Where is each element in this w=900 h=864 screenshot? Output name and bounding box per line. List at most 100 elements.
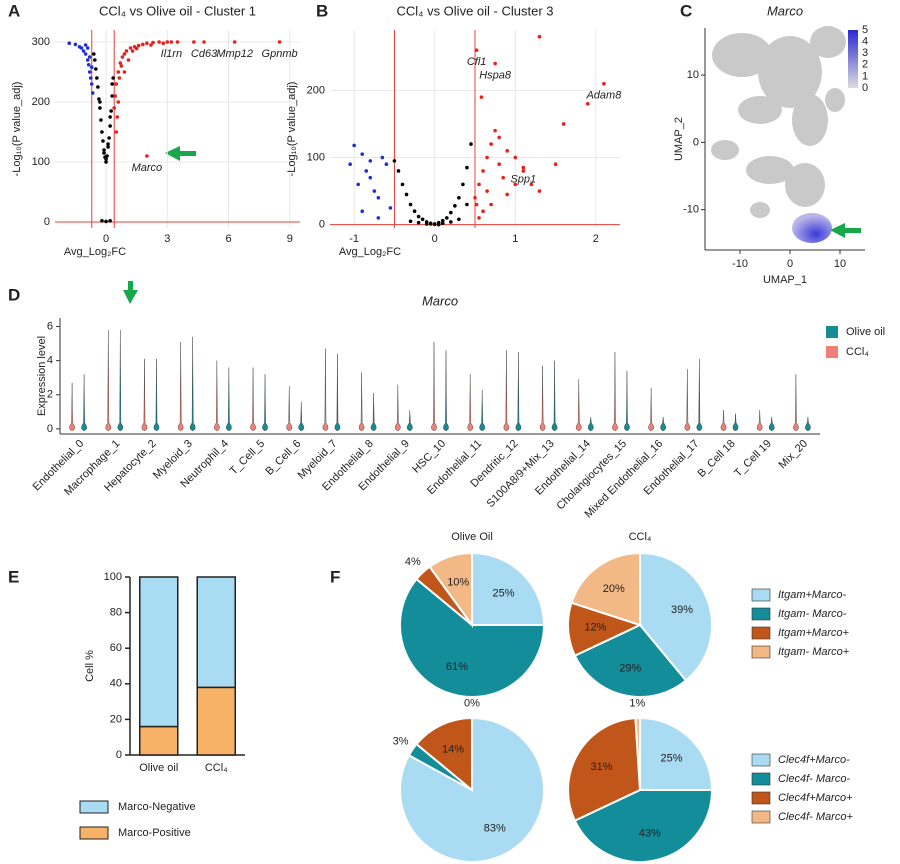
point — [108, 124, 112, 128]
point — [134, 46, 139, 51]
point — [83, 43, 88, 47]
y-tick-label: 0 — [116, 749, 122, 761]
y-tick-label: 80 — [110, 607, 122, 619]
point — [87, 55, 92, 59]
point — [79, 46, 84, 50]
point — [128, 46, 133, 50]
point — [461, 182, 465, 187]
point — [474, 48, 479, 52]
point — [449, 220, 453, 224]
point — [521, 165, 526, 170]
point — [412, 209, 417, 214]
point — [376, 216, 381, 220]
x-tick-label: Cholangiocytes_15 — [554, 438, 629, 513]
point — [485, 189, 489, 193]
point — [513, 182, 518, 187]
point — [161, 41, 166, 45]
chart-title: Marco — [422, 293, 458, 308]
violin — [624, 370, 630, 432]
colorbar-label: 2 — [862, 59, 868, 71]
x-axis-label: Avg_Log₂FC — [64, 246, 126, 258]
point — [440, 221, 445, 226]
point — [108, 115, 112, 119]
point — [489, 142, 493, 146]
legend-swatch — [751, 645, 771, 659]
point — [368, 175, 373, 180]
point — [97, 97, 101, 101]
slice-label: 83% — [484, 822, 506, 834]
point — [104, 219, 108, 224]
gene-label: Gpnmb — [262, 48, 298, 60]
x-tick-label: 0 — [787, 258, 793, 270]
point — [453, 204, 457, 208]
x-tick-label: S100A8/9+Mix_13 — [484, 438, 556, 510]
violin — [431, 341, 437, 432]
violin — [756, 410, 763, 432]
point — [85, 58, 90, 62]
slice-label: 1% — [629, 698, 645, 710]
point — [497, 135, 501, 140]
point — [100, 219, 104, 223]
violin — [298, 401, 305, 432]
point — [408, 202, 413, 207]
violin — [503, 350, 510, 432]
point — [136, 43, 141, 48]
slice-label: 10% — [447, 576, 469, 588]
point — [108, 219, 112, 223]
point — [119, 64, 124, 68]
point — [90, 91, 95, 95]
point — [169, 40, 174, 44]
x-tick-label: -10 — [732, 258, 748, 270]
point — [98, 100, 102, 104]
point — [505, 149, 510, 153]
legend-swatch — [751, 753, 771, 767]
point — [479, 95, 484, 99]
y-axis-label: -Log₁₀(P value_adj) — [286, 82, 298, 177]
y-tick-label: 300 — [32, 36, 50, 48]
point — [474, 202, 479, 207]
point — [465, 165, 469, 170]
point — [469, 142, 473, 146]
point — [477, 216, 481, 220]
x-tick-label: T_Cell 19 — [732, 438, 774, 480]
colorbar-label: 5 — [862, 24, 868, 36]
point — [356, 182, 360, 187]
y-tick-label: 40 — [110, 678, 122, 690]
gene-label: Spp1 — [510, 173, 536, 185]
legend-label: Clec4f- Marco+ — [778, 811, 853, 823]
gene-label: Marco — [132, 162, 163, 174]
x-tick-label: -1 — [349, 233, 359, 245]
point — [91, 52, 96, 56]
point — [145, 41, 149, 45]
violin — [467, 374, 474, 432]
y-tick-label: 0 — [47, 423, 53, 435]
violin — [612, 352, 618, 432]
x-tick-label: CCl₄ — [205, 762, 228, 774]
point — [110, 94, 114, 98]
point — [348, 162, 352, 167]
violin — [250, 367, 256, 432]
point — [505, 192, 510, 197]
y-tick-label: 20 — [110, 713, 122, 725]
violin — [732, 413, 739, 432]
point — [513, 155, 518, 160]
point — [529, 182, 534, 187]
violin — [370, 393, 377, 432]
point — [428, 222, 433, 226]
violin — [105, 329, 112, 432]
slice-label: 3% — [393, 735, 409, 747]
y-tick-label: 100 — [104, 571, 122, 583]
point — [116, 100, 121, 104]
point — [94, 67, 98, 71]
pie-title: CCl₄ — [629, 531, 652, 543]
violin — [226, 367, 232, 432]
point — [232, 40, 237, 44]
point — [360, 209, 365, 214]
panel-label: F — [330, 567, 340, 586]
point — [122, 70, 127, 74]
chart-title: CCl₄ vs Olive oil - Cluster 1 — [99, 3, 256, 18]
point — [521, 169, 526, 173]
slice-label: 25% — [493, 587, 515, 599]
umap-cells — [711, 26, 846, 243]
x-tick-label: T_Cell_5 — [228, 438, 268, 478]
